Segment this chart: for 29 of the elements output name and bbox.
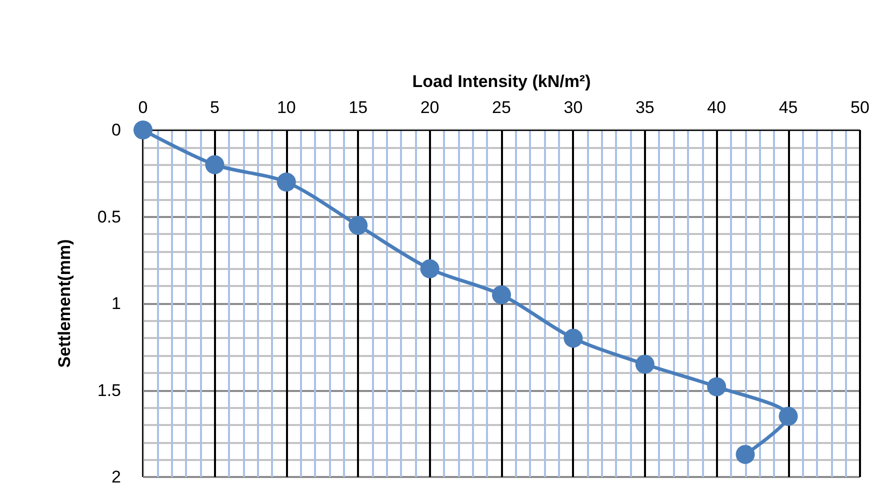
y-tick-label: 1 bbox=[112, 294, 121, 313]
x-tick-label: 5 bbox=[210, 98, 220, 117]
x-tick-label: 20 bbox=[420, 98, 440, 117]
x-tick-label: 10 bbox=[276, 98, 296, 117]
y-axis-title: Settlement(mm) bbox=[55, 239, 74, 368]
x-tick-label: 15 bbox=[348, 98, 368, 117]
point bbox=[492, 285, 511, 304]
x-axis-title: Load Intensity (kN/m²) bbox=[412, 72, 591, 91]
point bbox=[420, 259, 440, 278]
y-tick-label: 2 bbox=[112, 468, 121, 486]
x-tick-label: 25 bbox=[492, 98, 511, 117]
x-tick-label: 40 bbox=[707, 98, 726, 117]
point bbox=[134, 120, 152, 140]
point bbox=[778, 406, 798, 426]
point bbox=[205, 155, 224, 174]
x-tick-label: 0 bbox=[138, 98, 148, 117]
point bbox=[635, 354, 654, 374]
point bbox=[707, 377, 726, 396]
x-tick-label: 45 bbox=[778, 98, 798, 117]
x-tick-label: 30 bbox=[564, 98, 583, 117]
y-tick-label: 0 bbox=[112, 120, 121, 140]
point bbox=[276, 172, 296, 192]
x-tick-label: 35 bbox=[635, 98, 654, 117]
y-tick-label: 1.5 bbox=[97, 380, 121, 400]
y-tick-label: 0.5 bbox=[97, 207, 121, 226]
x-tick-label: 50 bbox=[850, 98, 870, 117]
point bbox=[348, 216, 368, 235]
point bbox=[564, 328, 583, 348]
point bbox=[736, 444, 755, 464]
